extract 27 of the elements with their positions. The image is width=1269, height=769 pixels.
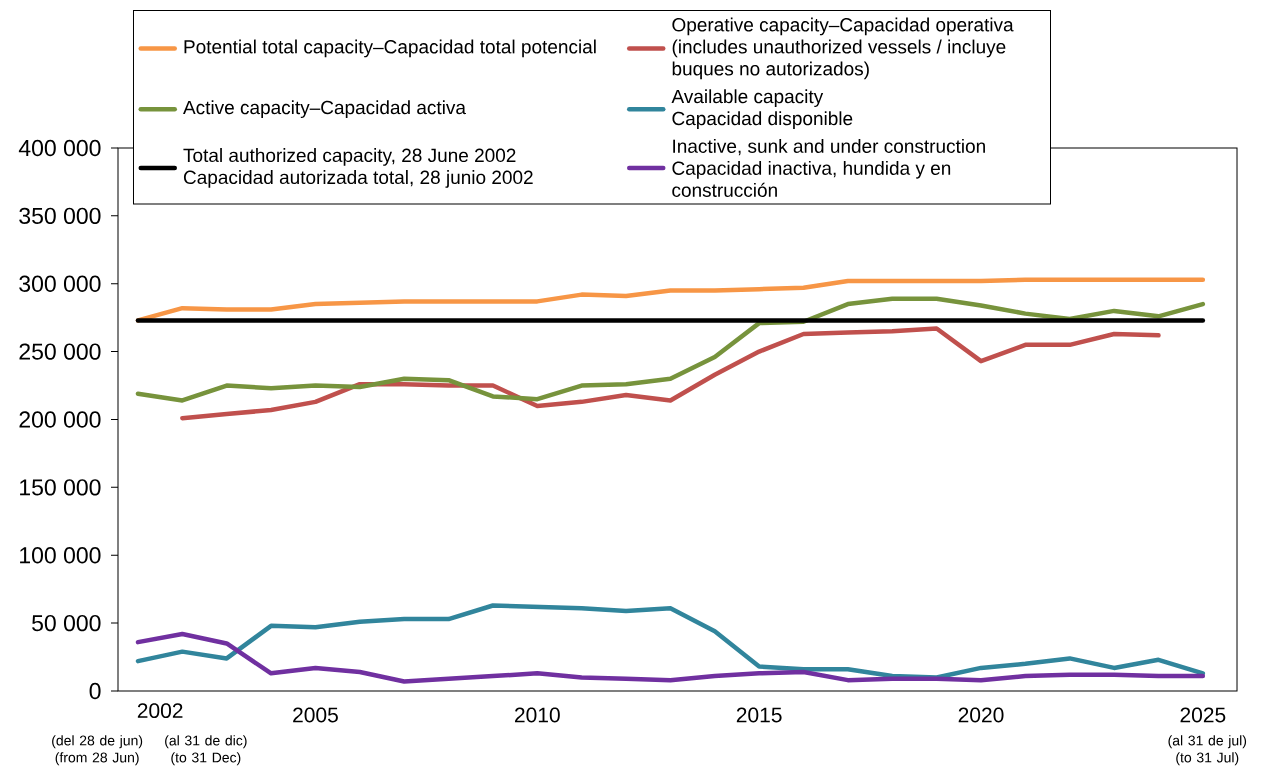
legend-label: Operative capacity–Capacidad operativa (includes unauthorized vessels / incluye buques no autorizados)	[672, 17, 1014, 80]
y-tick-label: 350 000	[19, 207, 101, 225]
legend-label: Potential total capacity–Capacidad total potencial	[184, 39, 596, 58]
y-tick-label: 200 000	[19, 411, 101, 428]
legend-label: Inactive, sunk and under construction Capacidad inactiva, hundida y en construcción	[672, 138, 985, 197]
x-tick-label: 2010	[514, 707, 560, 723]
text: (al 31 de jul) (to 31 Jul)	[1168, 735, 1247, 766]
x-tick-label: 2020	[958, 707, 1004, 723]
text: (al 31 de dic) (to 31 Dec)	[165, 735, 247, 766]
y-tick-label: 300 000	[19, 275, 101, 292]
text: (del 28 de jun) (from 28 Jun)	[52, 735, 143, 766]
line-series	[135, 631, 1206, 684]
line-series	[135, 296, 1206, 403]
legend-label: Active capacity–Capacidad activa	[183, 100, 466, 118]
y-tick-label: 250 000	[19, 343, 101, 360]
x-tick-label: 2025	[1180, 707, 1226, 723]
legend-label: Total authorized capacity, 28 June 2002 Capacidad autorizada total, 28 junio 2002	[183, 148, 533, 188]
text: 2002	[137, 703, 183, 719]
y-tick-label: 100 000	[20, 547, 101, 564]
x-tick-label: 2005	[293, 707, 338, 723]
y-tick-label: 400 000	[18, 139, 101, 157]
y-tick-label: 50 000	[32, 614, 101, 632]
y-tick-label: 0	[89, 682, 101, 700]
line-series	[180, 326, 1161, 421]
x-tick-label: 2015	[736, 707, 782, 723]
legend-label: Available capacity Capacidad disponible	[671, 89, 853, 129]
y-tick-label: 150 000	[20, 479, 101, 496]
